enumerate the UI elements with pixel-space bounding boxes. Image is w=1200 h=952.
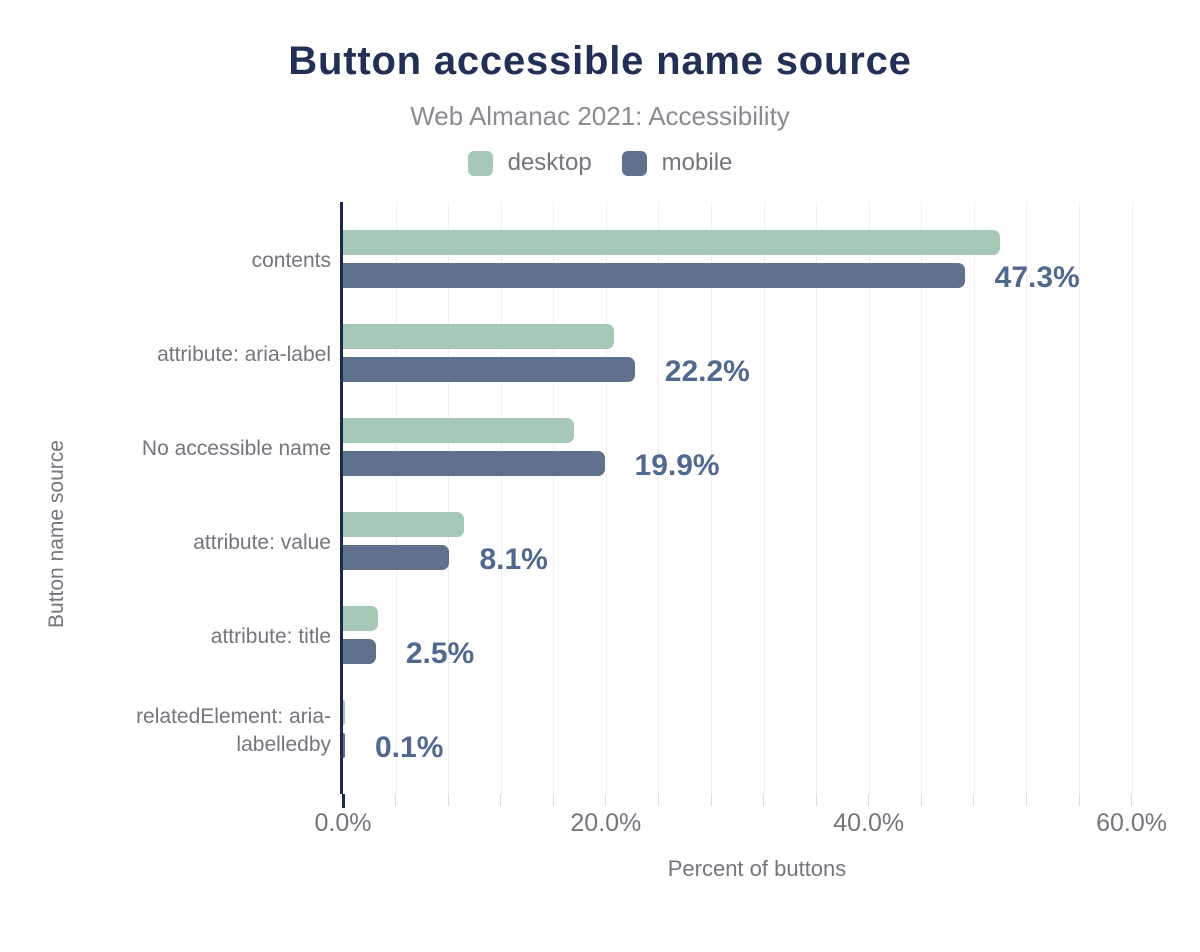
bar-group: 8.1% bbox=[343, 511, 1200, 576]
gridline bbox=[816, 202, 818, 794]
mobile-swatch-icon bbox=[621, 150, 647, 176]
page-title: Button accessible name source bbox=[288, 39, 912, 83]
chart-row: contents 47.3% bbox=[0, 214, 1200, 308]
desktop-bar[interactable] bbox=[343, 323, 614, 349]
legend-item-desktop: desktop bbox=[467, 149, 592, 177]
bar-group: 22.2% bbox=[343, 323, 1200, 388]
value-label: 2.5% bbox=[405, 636, 475, 670]
category-label: relatedElement: aria-labelledby bbox=[136, 705, 331, 756]
value-label: 19.9% bbox=[634, 448, 720, 482]
gridline bbox=[553, 202, 555, 794]
value-label: 22.2% bbox=[664, 354, 750, 388]
category-label-cell: contents bbox=[0, 247, 343, 275]
chart-subtitle: Web Almanac 2021: Accessibility bbox=[410, 101, 790, 131]
x-tick-label: 0.0% bbox=[314, 809, 372, 837]
gridline bbox=[658, 202, 660, 794]
legend-item-mobile: mobile bbox=[621, 149, 733, 177]
x-axis-minor-tick bbox=[1131, 794, 1133, 806]
mobile-bar[interactable] bbox=[343, 733, 345, 758]
x-axis-zero-tick bbox=[341, 794, 345, 808]
x-axis-minor-tick bbox=[973, 794, 975, 806]
mobile-bar[interactable] bbox=[343, 357, 635, 382]
mobile-bar[interactable] bbox=[343, 451, 605, 476]
gridline bbox=[605, 202, 607, 794]
value-label: 8.1% bbox=[479, 542, 548, 576]
value-label: 47.3% bbox=[994, 260, 1080, 294]
legend-label-mobile: mobile bbox=[661, 149, 733, 176]
plot-area: contents 47.3% attribute: aria-label 22.2% N… bbox=[0, 202, 1200, 794]
x-axis-minor-tick bbox=[763, 794, 765, 806]
y-axis-baseline bbox=[340, 202, 343, 794]
gridlines bbox=[343, 202, 1171, 794]
gridline bbox=[868, 202, 870, 794]
bar-rows: contents 47.3% attribute: aria-label 22.2% N… bbox=[0, 202, 1200, 794]
chart-row: attribute: aria-label 22.2% bbox=[0, 308, 1200, 402]
x-axis-minor-tick bbox=[395, 794, 397, 806]
gridline bbox=[1079, 202, 1080, 794]
legend: desktop mobile bbox=[0, 149, 1200, 177]
x-axis-minor-tick bbox=[657, 794, 659, 806]
mobile-bar[interactable] bbox=[343, 545, 450, 570]
mobile-bar[interactable] bbox=[343, 639, 376, 664]
gridline bbox=[921, 202, 923, 794]
category-label: No accessible name bbox=[141, 437, 331, 460]
legend-label-desktop: desktop bbox=[507, 149, 592, 176]
category-label-cell: attribute: value bbox=[0, 529, 343, 557]
gridline bbox=[1026, 202, 1028, 794]
x-axis-minor-tick bbox=[1025, 794, 1027, 806]
x-tick-label: 20.0% bbox=[570, 809, 642, 837]
value-label: 0.1% bbox=[375, 730, 444, 764]
bar-group: 47.3% bbox=[343, 229, 1200, 294]
gridline bbox=[448, 202, 450, 794]
gridline bbox=[973, 202, 975, 794]
x-axis-minor-tick bbox=[552, 794, 554, 806]
gridline bbox=[711, 202, 712, 794]
x-axis-title: Percent of buttons bbox=[667, 856, 847, 881]
x-axis-minor-tick bbox=[1078, 794, 1080, 806]
x-axis-minor-tick bbox=[815, 794, 817, 806]
desktop-bar[interactable] bbox=[343, 699, 345, 725]
gridline bbox=[395, 202, 397, 794]
chart-row: relatedElement: aria-labelledby 0.1% bbox=[0, 684, 1200, 778]
x-tick-label: 40.0% bbox=[833, 809, 905, 837]
category-label-cell: relatedElement: aria-labelledby bbox=[0, 703, 343, 759]
mobile-bar[interactable] bbox=[343, 263, 965, 288]
bar-group: 19.9% bbox=[343, 417, 1200, 482]
x-axis-minor-tick bbox=[710, 794, 712, 806]
gridline bbox=[763, 202, 765, 794]
desktop-swatch-icon bbox=[467, 150, 493, 176]
chart-figure: Button accessible name source Web Almana… bbox=[0, 38, 1200, 952]
category-label: attribute: value bbox=[193, 531, 331, 554]
category-label: attribute: aria-label bbox=[157, 343, 331, 366]
x-axis-minor-tick bbox=[868, 794, 870, 806]
desktop-bar[interactable] bbox=[343, 605, 379, 631]
chart-row: attribute: title 2.5% bbox=[0, 590, 1200, 684]
x-tick-label: 60.0% bbox=[1096, 809, 1168, 837]
chart-area: Button name source contents 47.3% attribut… bbox=[0, 202, 1200, 882]
x-axis-minor-tick bbox=[920, 794, 922, 806]
chart-row: attribute: value 8.1% bbox=[0, 496, 1200, 590]
bar-group: 2.5% bbox=[343, 605, 1200, 670]
desktop-bar[interactable] bbox=[343, 511, 464, 537]
x-axis-minor-tick bbox=[500, 794, 502, 806]
gridline bbox=[500, 202, 502, 794]
category-label: contents bbox=[251, 249, 331, 272]
category-label: attribute: title bbox=[210, 625, 331, 648]
desktop-bar[interactable] bbox=[343, 417, 575, 443]
x-axis-minor-tick bbox=[605, 794, 607, 806]
x-axis: 0.0% 20.0% 40.0% 60.0% bbox=[315, 794, 1171, 842]
chart-row: No accessible name 19.9% bbox=[0, 402, 1200, 496]
category-label-cell: No accessible name bbox=[0, 435, 343, 463]
category-label-cell: attribute: title bbox=[0, 623, 343, 651]
x-axis-minor-tick bbox=[447, 794, 449, 806]
desktop-bar[interactable] bbox=[343, 229, 1001, 255]
bar-group: 0.1% bbox=[343, 699, 1200, 764]
gridline bbox=[1131, 202, 1133, 794]
category-label-cell: attribute: aria-label bbox=[0, 341, 343, 369]
